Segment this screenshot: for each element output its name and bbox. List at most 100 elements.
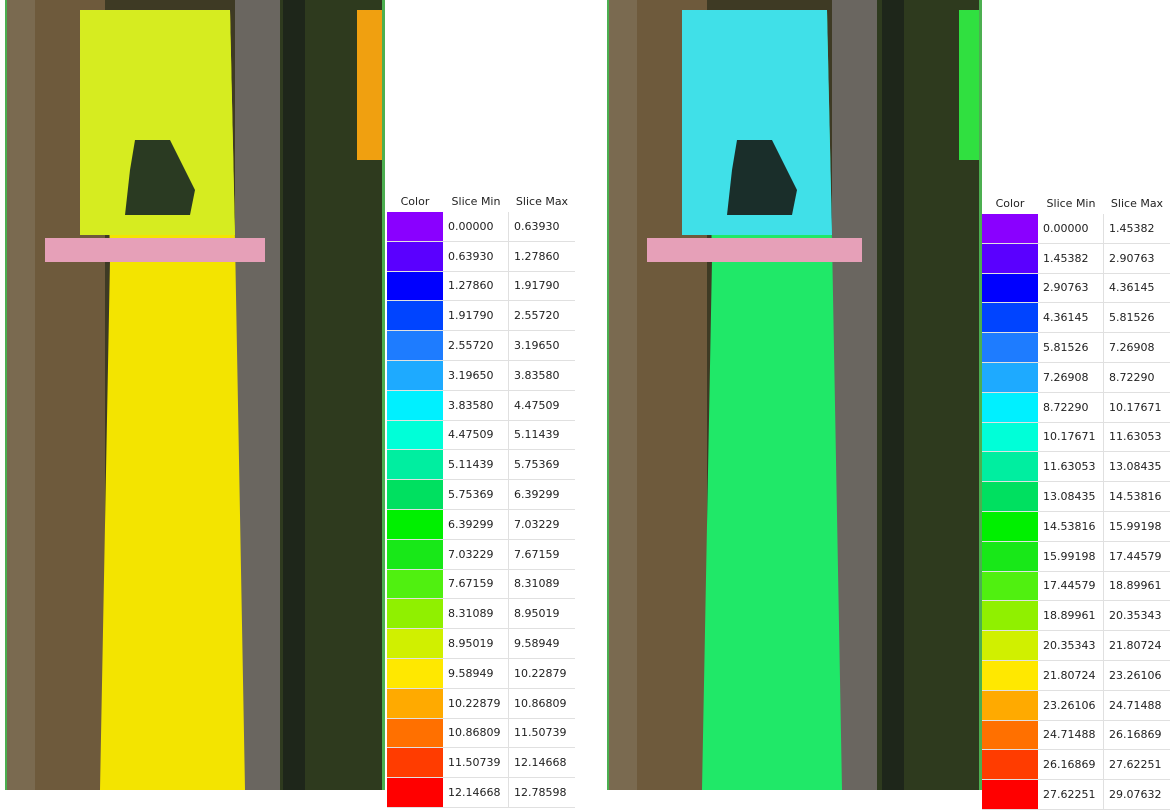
slice-max: 8.31089 xyxy=(514,577,560,591)
table-row: 23.26106 24.71488 xyxy=(982,690,1170,721)
table-header: Color Slice Min Slice Max xyxy=(387,190,575,212)
slice-max: 12.14668 xyxy=(514,756,567,770)
table-row: 7.67159 8.31089 xyxy=(387,569,575,600)
color-swatch xyxy=(387,331,443,360)
slice-max: 11.63053 xyxy=(1109,430,1162,444)
slice-min: 4.36145 xyxy=(1038,303,1104,333)
slice-max: 7.67159 xyxy=(514,547,560,561)
color-swatch xyxy=(982,541,1038,571)
slice-max: 24.71488 xyxy=(1109,698,1162,712)
slice-max: 5.75369 xyxy=(514,458,560,472)
color-swatch xyxy=(387,390,443,420)
slice-max: 18.89961 xyxy=(1109,579,1162,593)
slice-max: 3.19650 xyxy=(514,339,560,353)
color-swatch xyxy=(387,718,443,748)
table-row: 8.95019 9.58949 xyxy=(387,629,575,659)
slice-min: 2.55720 xyxy=(443,331,509,360)
slice-min: 5.11439 xyxy=(443,450,509,480)
slice-min: 3.19650 xyxy=(443,360,509,390)
slice-min: 5.81526 xyxy=(1038,333,1104,362)
color-swatch xyxy=(387,569,443,599)
slice-min: 7.26908 xyxy=(1038,362,1104,392)
table-row: 11.63053 13.08435 xyxy=(982,452,1170,483)
slice-min: 3.83580 xyxy=(443,390,509,420)
table-row: 15.99198 17.44579 xyxy=(982,541,1170,572)
color-swatch xyxy=(387,599,443,629)
color-swatch xyxy=(982,780,1038,809)
table-header: Color Slice Min Slice Max xyxy=(982,192,1170,214)
color-swatch xyxy=(982,571,1038,601)
table-row: 1.91790 2.55720 xyxy=(387,301,575,332)
slice-min: 21.80724 xyxy=(1038,660,1104,690)
slice-min: 0.00000 xyxy=(1038,214,1104,243)
table-row: 21.80724 23.26106 xyxy=(982,660,1170,691)
slice-min: 1.91790 xyxy=(443,301,509,331)
slice-max: 0.63930 xyxy=(514,219,560,233)
slice-min: 9.58949 xyxy=(443,658,509,688)
header-cell: Color xyxy=(995,196,1025,210)
slice-min: 12.14668 xyxy=(443,778,509,807)
slice-min: 13.08435 xyxy=(1038,482,1104,511)
slice-max: 27.62251 xyxy=(1109,758,1162,772)
header-cell: Color xyxy=(400,194,430,208)
slice-min: 23.26106 xyxy=(1038,690,1104,720)
table-row: 2.90763 4.36145 xyxy=(982,273,1170,304)
color-swatch xyxy=(982,422,1038,452)
color-swatch xyxy=(387,658,443,688)
slice-max: 8.95019 xyxy=(514,607,560,621)
color-swatch xyxy=(387,688,443,718)
color-swatch xyxy=(982,333,1038,362)
slice-max: 4.47509 xyxy=(514,398,560,412)
table-row: 5.81526 7.26908 xyxy=(982,333,1170,363)
color-swatch xyxy=(982,750,1038,780)
slice-max: 26.16869 xyxy=(1109,728,1162,742)
table-row: 0.63930 1.27860 xyxy=(387,241,575,272)
color-swatch xyxy=(387,748,443,778)
table-row: 7.26908 8.72290 xyxy=(982,362,1170,393)
header-cell: Slice Max xyxy=(515,194,569,208)
slice-max: 6.39299 xyxy=(514,488,560,502)
slice-max: 10.22879 xyxy=(514,666,567,680)
color-swatch xyxy=(982,690,1038,720)
slice-min: 7.67159 xyxy=(443,569,509,599)
slice-max: 13.08435 xyxy=(1109,460,1162,474)
slice-min: 11.63053 xyxy=(1038,452,1104,482)
table-row: 1.27860 1.91790 xyxy=(387,271,575,302)
slice-min: 20.35343 xyxy=(1038,631,1104,660)
slice-min: 7.03229 xyxy=(443,539,509,569)
color-swatch xyxy=(982,511,1038,541)
color-swatch xyxy=(387,480,443,509)
color-swatch xyxy=(982,720,1038,750)
slice-min: 0.00000 xyxy=(443,212,509,241)
table-row: 12.14668 12.78598 xyxy=(387,778,575,808)
slice-min: 10.17671 xyxy=(1038,422,1104,452)
slice-min: 24.71488 xyxy=(1038,720,1104,750)
table-row: 5.11439 5.75369 xyxy=(387,450,575,481)
table-row: 27.62251 29.07632 xyxy=(982,780,1170,810)
header-cell: Slice Max xyxy=(1110,196,1164,210)
slice-min: 18.89961 xyxy=(1038,601,1104,631)
color-swatch xyxy=(387,420,443,450)
color-swatch xyxy=(982,362,1038,392)
table-row: 24.71488 26.16869 xyxy=(982,720,1170,751)
color-swatch xyxy=(982,631,1038,660)
slice-min: 5.75369 xyxy=(443,480,509,509)
slice-min: 1.45382 xyxy=(1038,243,1104,273)
slice-max: 14.53816 xyxy=(1109,490,1162,504)
color-swatch xyxy=(387,241,443,271)
slice-max: 7.26908 xyxy=(1109,341,1155,355)
slice-min: 10.86809 xyxy=(443,718,509,748)
slice-min: 6.39299 xyxy=(443,509,509,539)
color-swatch xyxy=(387,301,443,331)
slice-min: 8.31089 xyxy=(443,599,509,629)
slice-min: 8.95019 xyxy=(443,629,509,658)
slice-max: 11.50739 xyxy=(514,726,567,740)
header-cell: Slice Min xyxy=(1046,196,1096,210)
table-row: 17.44579 18.89961 xyxy=(982,571,1170,602)
slice-max: 21.80724 xyxy=(1109,639,1162,653)
color-swatch xyxy=(387,450,443,480)
slice-max: 17.44579 xyxy=(1109,549,1162,563)
table-row: 0.00000 1.45382 xyxy=(982,214,1170,244)
slice-max: 15.99198 xyxy=(1109,519,1162,533)
table-row: 20.35343 21.80724 xyxy=(982,631,1170,661)
